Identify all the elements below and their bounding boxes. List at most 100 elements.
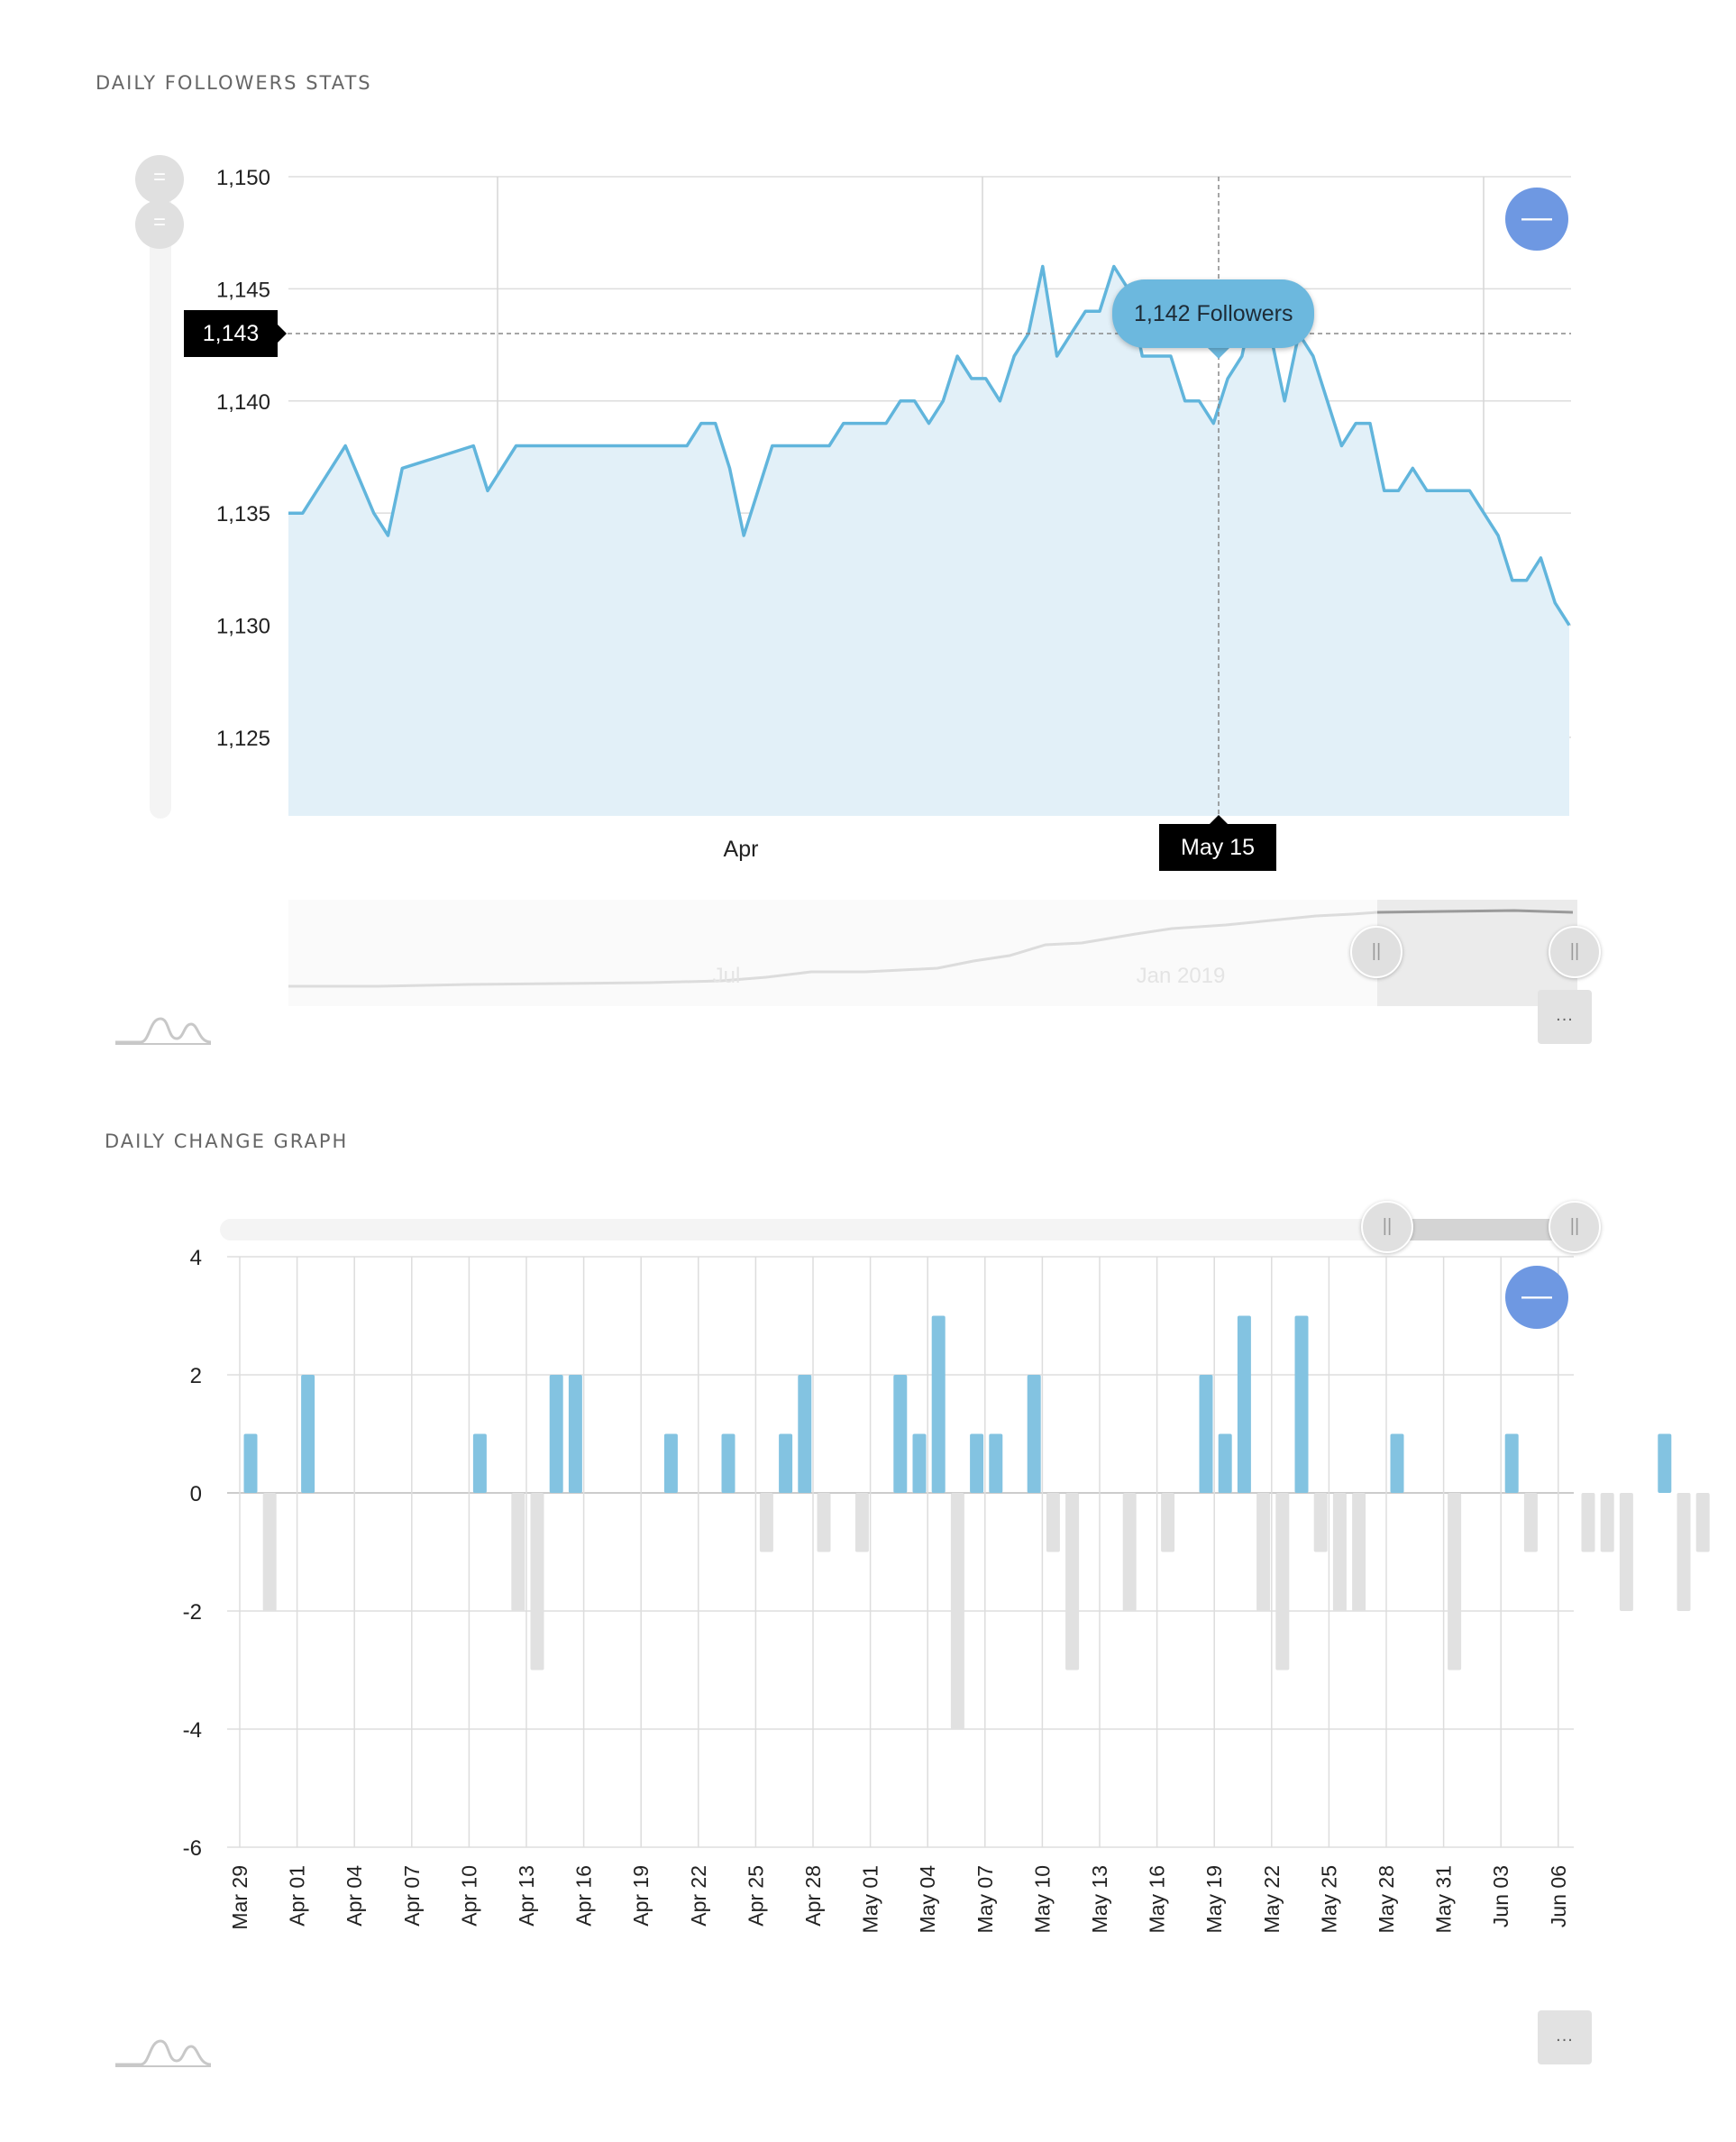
y-tick-label: 0	[190, 1482, 202, 1506]
x-tick-label: Jun 03	[1489, 1865, 1512, 1927]
x-tick-label: Apr 10	[457, 1865, 480, 1927]
bar-negative	[1581, 1493, 1595, 1552]
bar-positive	[1504, 1433, 1519, 1493]
followers-collapse-button[interactable]: —	[1505, 188, 1568, 251]
bar-negative	[1523, 1493, 1538, 1552]
x-tick-label: May 16	[1146, 1865, 1169, 1933]
y-tick-label: -2	[183, 1600, 202, 1625]
y-tick-label: 1,125	[216, 727, 270, 751]
y-tick-label: -4	[183, 1718, 202, 1743]
followers-section-title: DAILY FOLLOWERS STATS	[96, 72, 372, 94]
y-tick-label: 2	[190, 1364, 202, 1388]
ellipsis-icon: ...	[1556, 2026, 1574, 2046]
bar-positive	[1294, 1315, 1309, 1493]
bar-negative	[1313, 1493, 1328, 1552]
followers-tooltip: 1,142 Followers	[1112, 279, 1315, 348]
bar-negative	[1065, 1493, 1080, 1671]
bar-negative	[817, 1493, 831, 1552]
y-tick-label: 1,130	[216, 615, 270, 639]
x-tick-label: Apr 13	[515, 1865, 538, 1927]
bar-positive	[1218, 1433, 1232, 1493]
range-slider-selected	[1388, 1219, 1574, 1240]
y-tick-label: -6	[183, 1836, 202, 1861]
navigator-left-handle[interactable]: ||	[1350, 926, 1403, 978]
cursor-x-pointer	[1210, 815, 1228, 824]
followers-more-button[interactable]: ...	[1538, 990, 1592, 1044]
x-tick-label: May 28	[1375, 1865, 1398, 1933]
bar-positive	[989, 1433, 1003, 1493]
x-tick-label: Apr 01	[286, 1865, 309, 1927]
bar-positive	[1199, 1375, 1213, 1493]
x-tick-label: May 07	[973, 1865, 997, 1933]
y-tick-label: 1,140	[216, 390, 270, 415]
bar-positive	[721, 1433, 736, 1493]
bar-negative	[1352, 1493, 1366, 1611]
change-more-button[interactable]: ...	[1538, 2010, 1592, 2064]
bar-positive	[779, 1433, 793, 1493]
bar-negative	[1695, 1493, 1710, 1552]
x-tick-label: Mar 29	[228, 1865, 251, 1930]
vertical-zoom-handle-bottom[interactable]: =	[135, 200, 184, 249]
bar-positive	[931, 1315, 946, 1493]
bar-positive	[472, 1433, 487, 1493]
x-tick-label: Apr 16	[572, 1865, 596, 1927]
bar-negative	[1046, 1493, 1060, 1552]
minus-icon: —	[1521, 1278, 1552, 1313]
x-tick-label: May 22	[1260, 1865, 1284, 1933]
navigator-right-handle[interactable]: ||	[1549, 926, 1601, 978]
bar-positive	[243, 1433, 258, 1493]
bar-negative	[262, 1493, 277, 1611]
x-tick-label: May 19	[1202, 1865, 1226, 1933]
x-tick-label: May 04	[916, 1865, 939, 1934]
x-tick-label: Apr 04	[343, 1865, 366, 1927]
change-logo-icon	[115, 2039, 212, 2067]
daily-change-bar-chart[interactable]: 4 2 0 -2 -4 -6 Mar 29 Apr 01 Apr 04 Apr 07 Apr 10 A…	[0, 1060, 1736, 2142]
navigator-selected-range	[1377, 900, 1577, 1006]
bar-negative	[1619, 1493, 1633, 1611]
bar-negative	[1161, 1493, 1175, 1552]
x-tick-label: Jun 06	[1547, 1865, 1570, 1927]
bar-negative	[530, 1493, 544, 1671]
vertical-zoom-handle-top[interactable]: =	[135, 155, 184, 204]
change-section-title: DAILY CHANGE GRAPH	[105, 1130, 349, 1152]
bar-negative	[1448, 1493, 1462, 1671]
ellipsis-icon: ...	[1556, 1005, 1574, 1025]
bar-positive	[893, 1375, 908, 1493]
y-tick-label: 1,135	[216, 502, 270, 526]
bar-negative	[950, 1493, 964, 1729]
x-tick-label: Apr	[724, 837, 759, 862]
navigator-line	[288, 911, 1378, 988]
tooltip-pointer	[1206, 346, 1231, 359]
followers-area-chart[interactable]: 1,125 1,130 1,135 1,140 1,145 1,150 Apr Jul Jan …	[0, 0, 1736, 1064]
y-tick-label: 1,150	[216, 166, 270, 190]
bar-negative	[854, 1493, 869, 1552]
change-collapse-button[interactable]: —	[1505, 1266, 1568, 1329]
bar-negative	[1256, 1493, 1271, 1611]
followers-area	[288, 266, 1569, 816]
bar-positive	[301, 1375, 315, 1493]
bar-positive	[970, 1433, 984, 1493]
change-range-right-handle[interactable]: ||	[1549, 1201, 1601, 1253]
bar-negative	[1122, 1493, 1137, 1611]
x-tick-label: Apr 19	[629, 1865, 653, 1927]
x-tick-label: Apr 07	[400, 1865, 424, 1927]
minus-icon: —	[1521, 200, 1552, 234]
bar-positive	[1390, 1433, 1404, 1493]
bar-positive	[1027, 1375, 1041, 1493]
x-tick-label: May 25	[1317, 1865, 1340, 1933]
bar-positive	[549, 1375, 563, 1493]
x-tick-label: May 31	[1432, 1865, 1456, 1933]
cursor-y-pointer	[278, 325, 287, 343]
change-range-left-handle[interactable]: ||	[1361, 1201, 1413, 1253]
y-tick-label: 4	[190, 1246, 202, 1270]
cursor-y-label: 1,143	[184, 310, 278, 357]
x-tick-label: Apr 28	[801, 1865, 825, 1927]
vertical-zoom-track	[150, 162, 171, 819]
bar-negative	[1332, 1493, 1347, 1611]
bar-positive	[798, 1375, 812, 1493]
x-tick-label: Apr 22	[687, 1865, 710, 1927]
bar-negative	[511, 1493, 525, 1611]
navigator-label: Jul	[713, 964, 741, 988]
bar-positive	[663, 1433, 678, 1493]
bar-negative	[1600, 1493, 1614, 1552]
